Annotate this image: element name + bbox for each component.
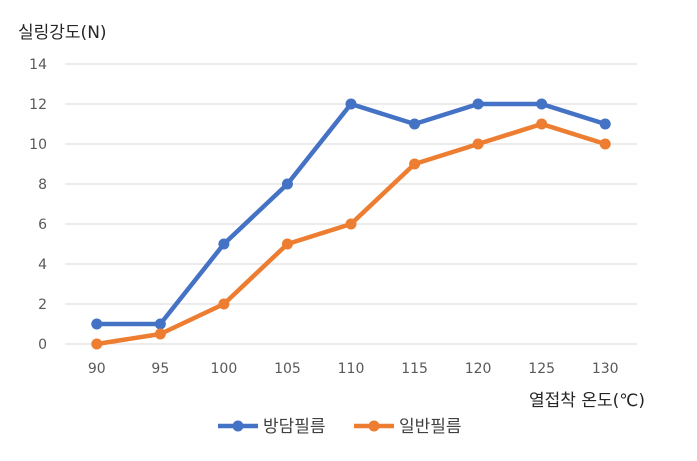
y-tick-label: 10 <box>29 137 47 153</box>
data-point <box>536 118 548 130</box>
data-point <box>154 318 166 330</box>
x-tick-label: 115 <box>401 361 428 377</box>
legend-label: 방담필름 <box>263 417 326 437</box>
x-tick-label: 100 <box>211 361 238 377</box>
data-point <box>218 238 230 250</box>
data-point <box>281 178 293 190</box>
legend-marker <box>368 420 380 432</box>
y-tick-label: 14 <box>29 57 47 73</box>
data-point <box>345 218 357 230</box>
legend: 방담필름 일반필름 <box>218 417 462 437</box>
data-point <box>281 238 293 250</box>
data-point <box>409 118 421 130</box>
y-tick-label: 8 <box>38 177 47 193</box>
x-tick-label: 90 <box>88 361 106 377</box>
x-tick-label: 110 <box>338 361 365 377</box>
y-tick-labels: 0 2 4 6 8 10 12 14 <box>29 57 47 353</box>
x-tick-label: 130 <box>592 361 619 377</box>
data-point <box>599 118 611 130</box>
series-line <box>94 101 608 327</box>
data-point <box>472 138 484 150</box>
gridlines <box>65 63 637 345</box>
data-point <box>472 98 484 110</box>
legend-label: 일반필름 <box>399 417 462 437</box>
x-tick-label: 105 <box>274 361 301 377</box>
data-point <box>536 98 548 110</box>
data-point <box>345 98 357 110</box>
data-point <box>599 138 611 150</box>
y-tick-label: 12 <box>29 97 47 113</box>
x-axis-title: 열접착 온도(℃) <box>529 391 645 411</box>
x-tick-label: 95 <box>151 361 169 377</box>
x-tick-labels: 90 95 100 105 110 115 120 125 130 <box>88 361 619 377</box>
series-group <box>91 98 611 350</box>
y-tick-label: 2 <box>38 297 47 313</box>
y-tick-label: 4 <box>38 257 47 273</box>
legend-marker <box>232 420 244 432</box>
y-axis-title: 실링강도(N) <box>18 23 107 43</box>
y-tick-label: 6 <box>38 217 47 233</box>
data-point <box>409 158 421 170</box>
data-point <box>91 338 103 350</box>
data-point <box>154 328 166 340</box>
data-point <box>218 298 230 310</box>
y-tick-label: 0 <box>38 337 47 353</box>
data-point <box>91 318 103 330</box>
x-tick-label: 120 <box>465 361 492 377</box>
x-tick-label: 125 <box>528 361 555 377</box>
